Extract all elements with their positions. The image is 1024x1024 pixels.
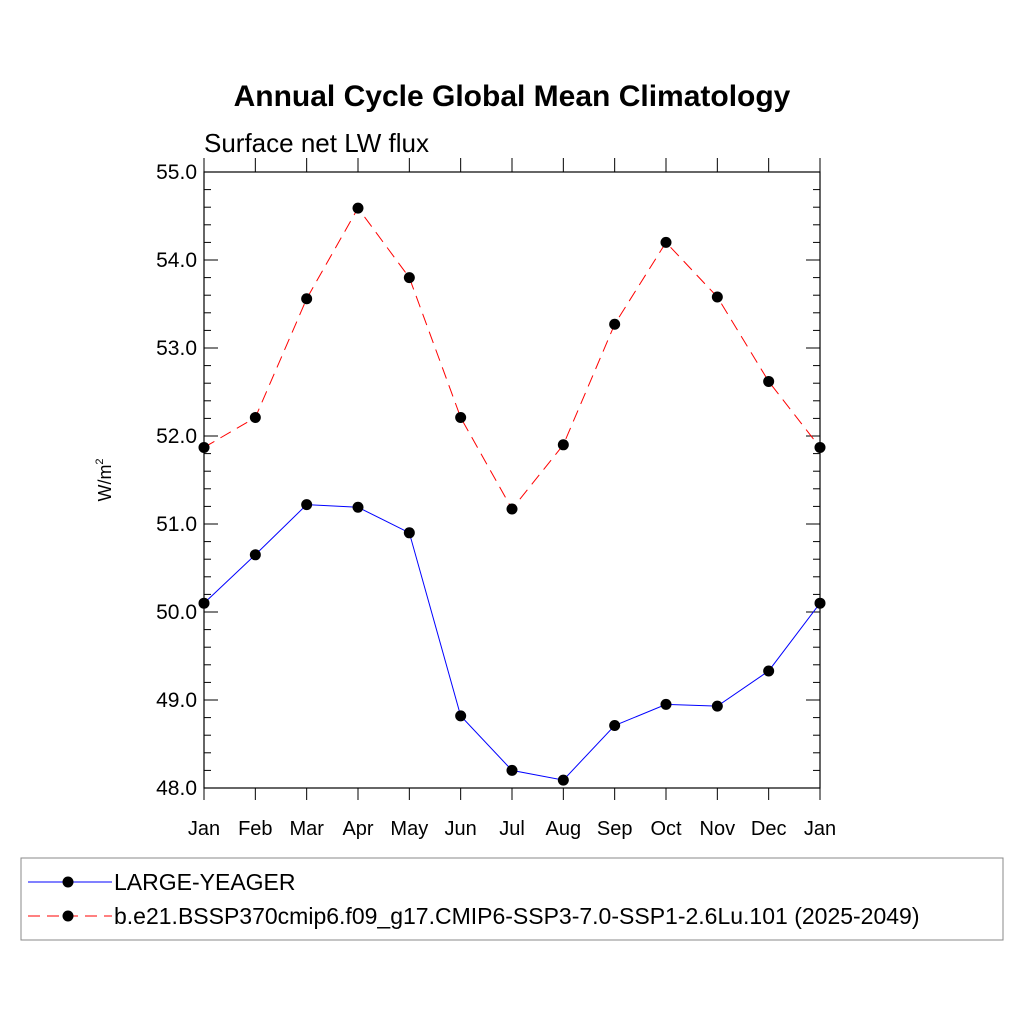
y-tick-label: 53.0: [156, 337, 197, 360]
x-tick-label: Oct: [650, 818, 682, 840]
y-axis-label: W/m2: [94, 458, 115, 501]
x-tick-label: Dec: [751, 818, 787, 840]
x-tick-label: Feb: [238, 818, 272, 840]
data-point: [249, 412, 261, 424]
series-line: [203, 504, 821, 781]
plot-axes: 48.0 49.0 50.0 51.0 52.0 53.0 54.0 55.0 Jan Feb Ma…: [156, 158, 836, 840]
data-point: [301, 293, 313, 305]
x-tick-label: Aug: [546, 818, 582, 840]
y-tick-label: 49.0: [156, 689, 197, 712]
y-tick-label: 52.0: [156, 425, 197, 448]
series-1: [198, 202, 826, 515]
data-point: [403, 272, 415, 284]
legend: LARGE-YEAGER b.e21.BSSP370cmip6.f09_g17.C…: [28, 869, 920, 929]
legend-label: b.e21.BSSP370cmip6.f09_g17.CMIP6-SSP3-7.…: [114, 903, 920, 929]
plot-frame: [203, 171, 821, 789]
data-point: [352, 501, 364, 513]
data-point: [506, 764, 518, 776]
data-point: [814, 441, 826, 453]
series-layer: [198, 202, 826, 786]
legend-marker: [62, 876, 74, 888]
data-point: [198, 441, 210, 453]
y-tick-label: 50.0: [156, 601, 197, 624]
data-point: [711, 700, 723, 712]
data-point: [711, 291, 723, 303]
legend-entry-0: LARGE-YEAGER: [28, 869, 296, 895]
data-point: [660, 698, 672, 710]
data-point: [557, 774, 569, 786]
chart-title: Annual Cycle Global Mean Climatology: [234, 80, 791, 113]
y-tick-label: 54.0: [156, 249, 197, 272]
data-point: [660, 236, 672, 248]
y-axis-label-superscript: 2: [94, 458, 106, 464]
x-tick-label: Jun: [445, 818, 477, 840]
data-point: [609, 720, 621, 732]
x-tick-label: Sep: [597, 818, 633, 840]
data-point: [455, 412, 467, 424]
x-tick-label: May: [390, 818, 428, 840]
series-line: [203, 207, 821, 510]
x-tick-label: Jul: [499, 818, 525, 840]
legend-box: [20, 857, 1004, 941]
legend-entry-1: b.e21.BSSP370cmip6.f09_g17.CMIP6-SSP3-7.…: [28, 903, 920, 929]
x-tick-label: Nov: [700, 818, 736, 840]
series-0: [198, 499, 826, 786]
x-tick-label: Jan: [188, 818, 220, 840]
legend-label: LARGE-YEAGER: [114, 869, 296, 895]
data-point: [506, 503, 518, 515]
data-point: [455, 710, 467, 722]
y-tick-label: 48.0: [156, 777, 197, 800]
legend-marker: [62, 910, 74, 922]
data-point: [403, 527, 415, 539]
svg-text:W/m2: W/m2: [94, 458, 115, 501]
data-point: [557, 439, 569, 451]
y-tick-label: 55.0: [156, 161, 197, 184]
x-tick-label: Mar: [289, 818, 324, 840]
data-point: [301, 499, 313, 511]
data-point: [352, 202, 364, 214]
y-tick-label: 51.0: [156, 513, 197, 536]
data-point: [198, 597, 210, 609]
x-tick-label: Apr: [342, 818, 373, 840]
data-point: [763, 665, 775, 677]
data-point: [814, 597, 826, 609]
data-point: [249, 549, 261, 561]
data-point: [609, 318, 621, 330]
x-tick-label: Jan: [804, 818, 836, 840]
data-point: [763, 375, 775, 387]
y-axis-label-text: W/m: [95, 465, 115, 502]
chart-subtitle: Surface net LW flux: [204, 128, 429, 158]
